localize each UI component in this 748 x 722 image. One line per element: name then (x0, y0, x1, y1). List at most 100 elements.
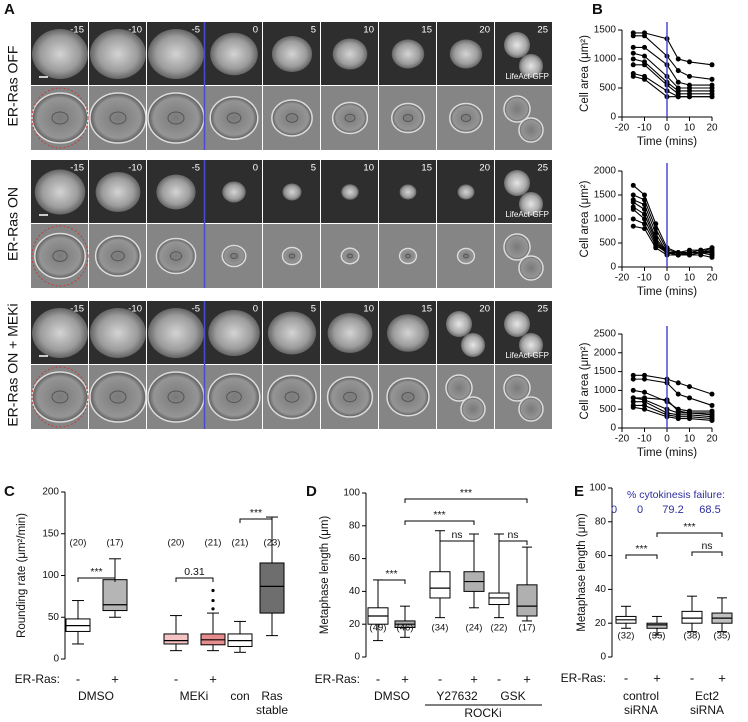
cell (90, 308, 146, 358)
x-tick-label: -10 (637, 434, 652, 445)
group-label: GSK (500, 689, 525, 703)
significance-label: *** (385, 568, 397, 580)
cell (267, 374, 317, 420)
y-tick-label: 500 (599, 83, 616, 94)
cell (519, 192, 543, 216)
cell (32, 29, 88, 79)
cell (386, 377, 430, 417)
cell (503, 374, 531, 402)
sign-label: - (438, 671, 442, 686)
data-point (630, 372, 636, 378)
data-point (630, 199, 636, 205)
y-tick-label: 20 (349, 619, 361, 630)
time-label: 20 (479, 25, 490, 36)
time-label: -5 (192, 304, 200, 315)
outlier (211, 588, 215, 593)
outline (31, 366, 89, 428)
data-point (675, 380, 681, 386)
x-tick-label: -20 (615, 434, 630, 445)
cell (460, 396, 486, 422)
y-tick-label: 500 (599, 404, 616, 415)
data-point (709, 417, 715, 423)
data-point (687, 94, 692, 100)
cell-nucleus (460, 114, 472, 122)
n-label: (22) (491, 623, 508, 634)
significance-bracket (377, 579, 406, 584)
n-label: (24) (466, 623, 483, 634)
cell (504, 32, 530, 58)
cell (387, 314, 429, 352)
header-value: 0 (611, 504, 617, 516)
group-label: control (623, 689, 659, 703)
x-tick-label: -10 (637, 273, 652, 284)
cell (207, 373, 261, 421)
data-point (642, 406, 647, 412)
y-axis-label: Cell area (μm²) (579, 180, 591, 257)
significance-bracket (656, 532, 723, 537)
data-point (642, 216, 647, 222)
y-axis-label: Metaphase length (μm) (319, 516, 331, 635)
data-point (630, 376, 636, 382)
cell (457, 184, 475, 200)
y-tick-label: 50 (48, 612, 60, 623)
box (429, 571, 451, 599)
cell (94, 235, 142, 277)
cell (210, 32, 258, 76)
header-value: 79.2 (662, 504, 683, 516)
cell (399, 184, 417, 200)
n-label: (34) (432, 623, 449, 634)
time-label: -5 (192, 163, 200, 174)
n-label: (23) (264, 538, 281, 549)
outline (31, 225, 89, 287)
n-label: (32) (618, 631, 635, 642)
cell (519, 54, 543, 78)
data-point (687, 416, 692, 422)
cell (34, 232, 86, 280)
n-label: (17) (519, 623, 536, 634)
n-label: (17) (107, 538, 124, 549)
cell-nucleus (169, 251, 183, 261)
data-point (675, 56, 681, 62)
data-point (709, 94, 715, 100)
y-tick-label: 1000 (594, 54, 617, 65)
y-tick-label: 2500 (594, 329, 617, 340)
cell (518, 255, 544, 281)
sign-label: + (401, 671, 409, 686)
cell (504, 170, 530, 196)
marker-label: LifeAct-GFP (505, 351, 549, 360)
time-label: 10 (363, 304, 374, 315)
data-point (709, 62, 715, 68)
time-label: -15 (70, 304, 84, 315)
data-point (642, 211, 647, 217)
cell (221, 244, 247, 268)
data-point (642, 221, 647, 227)
x-tick-label: 0 (664, 123, 670, 134)
data-point (630, 223, 636, 229)
panel-label: E (574, 483, 584, 500)
group-label: Ras (261, 689, 282, 703)
time-label: 10 (363, 25, 374, 36)
significance-bracket (239, 518, 273, 523)
marker-label: LifeAct-GFP (505, 72, 549, 81)
data-point (709, 245, 715, 251)
data-point (642, 389, 647, 395)
data-point (630, 182, 636, 188)
y-axis-label: Cell area (μm²) (579, 342, 591, 419)
cell (445, 374, 473, 402)
n-label: (21) (205, 538, 222, 549)
cell-nucleus (347, 253, 353, 259)
data-point (709, 402, 715, 408)
time-label: 25 (537, 163, 548, 174)
significance-label: *** (635, 543, 647, 555)
cell (90, 29, 146, 79)
x-tick-label: 10 (684, 123, 696, 134)
group-label: con (230, 689, 249, 703)
time-label: 15 (421, 25, 432, 36)
box (102, 579, 128, 612)
cell (446, 311, 472, 337)
cell-nucleus (51, 390, 69, 404)
cell (31, 371, 89, 423)
panel-label: D (306, 483, 317, 500)
y-tick-label: 60 (349, 553, 361, 564)
